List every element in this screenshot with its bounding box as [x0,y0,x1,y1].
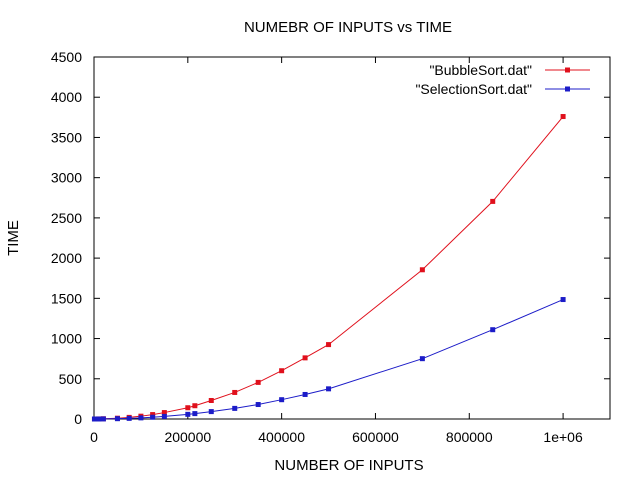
x-tick-label: 800000 [446,429,493,445]
x-tick-label: 400000 [258,429,305,445]
plot-frame [93,56,611,420]
y-tick-label: 0 [74,411,82,427]
y-tick-label: 4500 [51,49,82,65]
y-tick-label: 2000 [51,250,82,266]
data-point [161,410,167,416]
x-tick-label: 1e+06 [543,429,583,445]
data-point [490,198,496,204]
data-point [100,416,106,422]
series-0 [91,114,566,422]
data-point [326,342,332,348]
y-tick-label: 3500 [51,129,82,145]
data-point [255,402,261,408]
data-point [150,412,156,418]
data-point [126,415,132,421]
data-point [185,405,191,411]
data-point [560,114,566,120]
data-point [560,297,566,303]
legend-swatch-marker [565,86,570,92]
series-1 [91,297,566,422]
series-line [94,299,564,420]
data-point [192,411,198,417]
data-point [490,327,496,333]
data-point [326,386,332,392]
data-point [232,389,238,395]
data-point [192,403,198,409]
legend: "BubbleSort.dat" "SelectionSort.dat" [415,62,590,97]
data-point [138,415,144,421]
x-tick-label: 200000 [164,429,211,445]
legend-label: "BubbleSort.dat" [429,62,532,78]
y-tick-label: 500 [59,371,83,387]
data-point [96,416,102,422]
data-point [419,356,425,362]
x-tick-label: 0 [90,429,98,445]
legend-label: "SelectionSort.dat" [415,81,532,97]
data-point [161,413,167,419]
y-tick-label: 4000 [51,89,82,105]
y-tick-label: 1500 [51,290,82,306]
series-layer [91,114,566,422]
legend-swatch-marker [565,67,570,73]
axis-ticks: 0 200000 400000 600000 800000 1e+06 0 500 1000 15… [51,49,610,445]
data-point [302,355,308,361]
data-point [185,411,191,417]
x-axis-label: NUMBER OF INPUTS [274,457,423,474]
data-point [419,267,425,273]
y-tick-label: 3000 [51,170,82,186]
y-tick-label: 1000 [51,331,82,347]
data-point [208,397,214,403]
data-point [232,405,238,411]
data-point [208,409,214,415]
y-tick-label: 2500 [51,210,82,226]
data-point [302,391,308,397]
data-point [150,414,156,420]
x-tick-label: 600000 [352,429,399,445]
series-line [94,116,564,420]
y-axis-label: TIME [5,220,22,256]
data-point [279,397,285,403]
data-point [255,379,261,385]
chart-title: NUMEBR OF INPUTS vs TIME [244,19,452,36]
data-point [114,416,120,422]
data-point [279,368,285,374]
